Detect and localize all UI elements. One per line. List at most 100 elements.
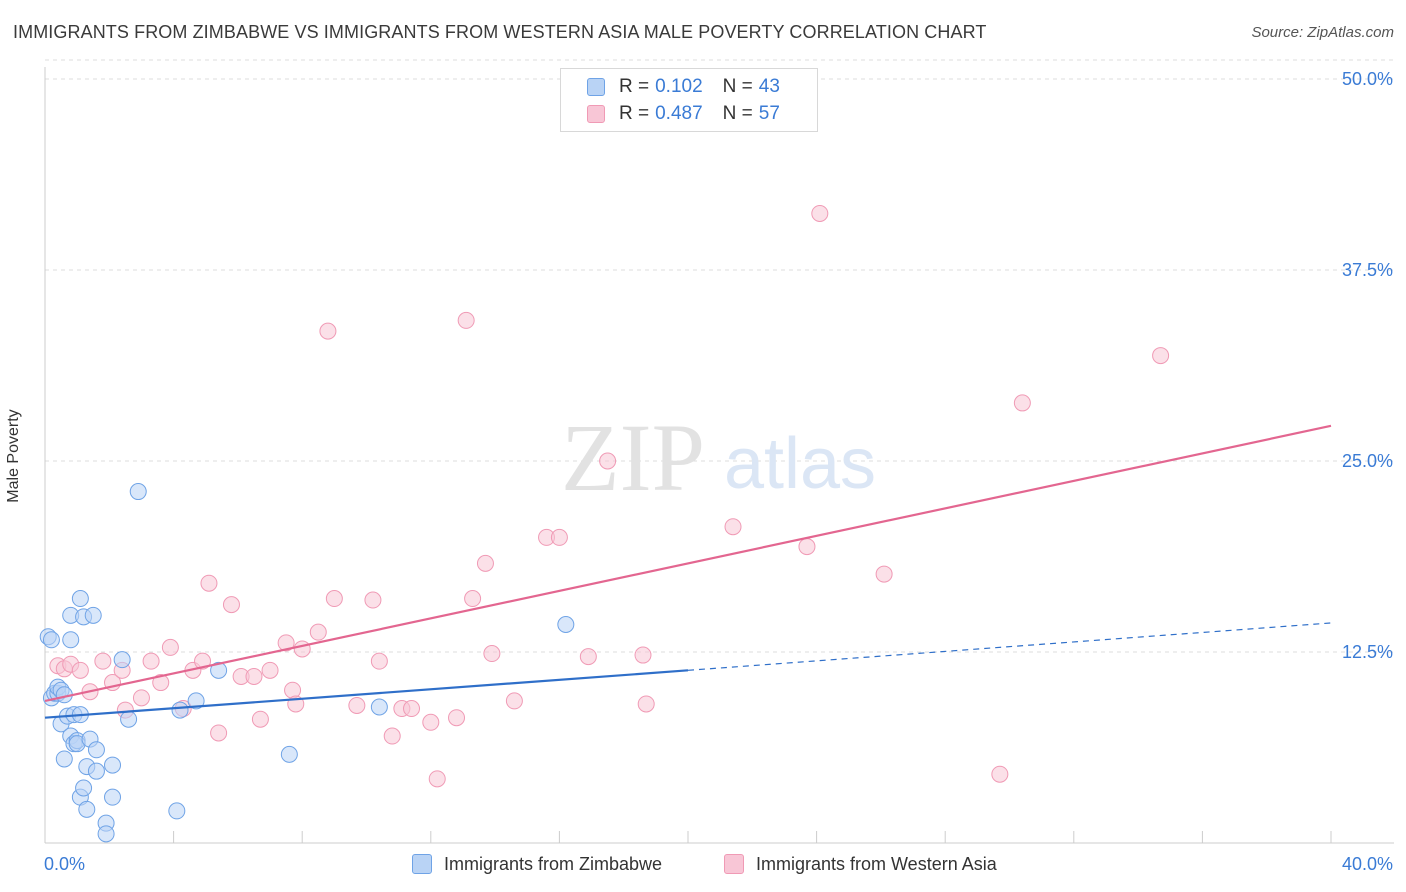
western-asia-point-26 <box>293 640 311 658</box>
western-asia-point-50 <box>724 518 742 536</box>
western-asia-point-38 <box>448 709 466 727</box>
western-asia-point-21 <box>251 710 269 728</box>
zimbabwe-point-34 <box>87 741 105 759</box>
legend-swatch-pink <box>587 105 605 123</box>
y-tick-label-0: 50.0% <box>1342 69 1393 89</box>
western-asia-point-36 <box>422 713 440 731</box>
western-asia-point-45 <box>550 528 568 546</box>
legend-r-label: R = <box>619 103 650 124</box>
zimbabwe-point-32 <box>113 651 131 669</box>
western-asia-point-5 <box>94 652 112 670</box>
zimbabwe-point-37 <box>187 692 205 710</box>
trend-lines <box>44 424 1332 719</box>
legend-r-value: 0.487 <box>655 103 703 124</box>
watermark-atlas: atlas <box>724 424 876 504</box>
bottom-legend-zimbabwe: Immigrants from Zimbabwe <box>412 850 662 878</box>
western-asia-point-37 <box>428 770 446 788</box>
western-asia-point-29 <box>325 590 343 608</box>
western-asia-point-20 <box>245 667 263 685</box>
y-tick-label-3: 12.5% <box>1342 642 1393 662</box>
western-asia-point-11 <box>152 674 170 692</box>
y-tick-label-1: 37.5% <box>1342 260 1393 280</box>
zimbabwe-point-42 <box>42 631 60 649</box>
western-asia-point-31 <box>364 591 382 609</box>
bottom-legend-label-zimbabwe: Immigrants from Zimbabwe <box>444 853 663 874</box>
watermark-zip: ZIP <box>561 404 705 511</box>
zimbabwe-point-41 <box>557 615 575 633</box>
series-western-asia <box>49 204 1170 788</box>
western-asia-point-46 <box>579 648 597 666</box>
legend-n-label: N = <box>722 103 753 124</box>
zimbabwe-point-17 <box>55 750 73 768</box>
western-asia-point-10 <box>142 652 160 670</box>
western-asia-point-41 <box>476 554 494 572</box>
legend-n-value: 57 <box>758 103 780 124</box>
zimbabwe-point-38 <box>210 661 228 679</box>
western-asia-point-48 <box>634 646 652 664</box>
western-asia-point-53 <box>875 565 893 583</box>
bottom-legend-swatch-blue <box>412 854 432 874</box>
x-tick-label-right: 40.0% <box>1342 854 1393 874</box>
zimbabwe-point-22 <box>104 756 122 774</box>
zimbabwe-point-33 <box>120 710 138 728</box>
zimbabwe-point-24 <box>78 800 96 818</box>
zimbabwe-point-27 <box>168 802 186 820</box>
western-asia-trend-line <box>44 424 1332 702</box>
western-asia-point-56 <box>1152 347 1170 365</box>
bottom-legend-western-asia: Immigrants from Western Asia <box>724 850 997 878</box>
zimbabwe-point-40 <box>370 698 388 716</box>
western-asia-point-22 <box>261 661 279 679</box>
legend-row-zimbabwe: R = 0.102 N = 43 <box>587 75 800 99</box>
zimbabwe-point-31 <box>84 606 102 624</box>
legend-swatch-blue <box>587 78 605 96</box>
western-asia-point-40 <box>464 590 482 608</box>
western-asia-point-32 <box>370 652 388 670</box>
western-asia-point-18 <box>222 596 240 614</box>
western-asia-point-3 <box>71 661 89 679</box>
western-asia-point-39 <box>457 311 475 329</box>
western-asia-point-52 <box>811 204 829 222</box>
western-asia-point-17 <box>210 724 228 742</box>
y-axis-label-text: Male Poverty <box>5 409 22 503</box>
source-credit: Source: ZipAtlas.com <box>1251 24 1394 41</box>
western-asia-point-33 <box>383 727 401 745</box>
western-asia-point-55 <box>1013 394 1031 412</box>
legend-r-value: 0.102 <box>655 76 703 97</box>
axes <box>44 67 1394 844</box>
western-asia-point-35 <box>403 700 421 718</box>
zimbabwe-trend-line <box>44 669 689 719</box>
y-tick-label-2: 25.0% <box>1342 451 1393 471</box>
bottom-legend-swatch-pink <box>724 854 744 874</box>
correlation-legend: R = 0.102 N = 43 R = 0.487 N = 57 <box>560 68 818 132</box>
western-asia-point-49 <box>637 695 655 713</box>
western-asia-point-27 <box>309 623 327 641</box>
zimbabwe-point-19 <box>87 762 105 780</box>
western-asia-point-9 <box>132 689 150 707</box>
western-asia-point-16 <box>200 574 218 592</box>
legend-r-label: R = <box>619 76 650 97</box>
zimbabwe-point-23 <box>104 788 122 806</box>
western-asia-point-28 <box>319 322 337 340</box>
zimbabwe-point-36 <box>171 701 189 719</box>
chart-title: IMMIGRANTS FROM ZIMBABWE VS IMMIGRANTS F… <box>13 22 987 42</box>
legend-n-label: N = <box>722 76 753 97</box>
zimbabwe-point-21 <box>75 779 93 797</box>
watermark: ZIP atlas <box>561 404 876 511</box>
legend-row-western-asia: R = 0.487 N = 57 <box>587 102 800 126</box>
western-asia-point-47 <box>599 452 617 470</box>
western-asia-point-15 <box>194 652 212 670</box>
legend-n-value: 43 <box>758 76 780 97</box>
zimbabwe-point-7 <box>62 631 80 649</box>
tick-labels: 50.0% 37.5% 25.0% 12.5% 0.0% 40.0% <box>44 69 1393 874</box>
western-asia-point-43 <box>505 692 523 710</box>
zimbabwe-point-29 <box>71 590 89 608</box>
western-asia-point-51 <box>798 538 816 556</box>
zimbabwe-point-35 <box>129 483 147 501</box>
western-asia-point-12 <box>161 638 179 656</box>
zimbabwe-point-39 <box>280 745 298 763</box>
x-tick-label-left: 0.0% <box>44 854 85 874</box>
series-zimbabwe <box>39 483 575 843</box>
western-asia-point-30 <box>348 696 366 714</box>
bottom-legend-label-western-asia: Immigrants from Western Asia <box>756 853 997 874</box>
